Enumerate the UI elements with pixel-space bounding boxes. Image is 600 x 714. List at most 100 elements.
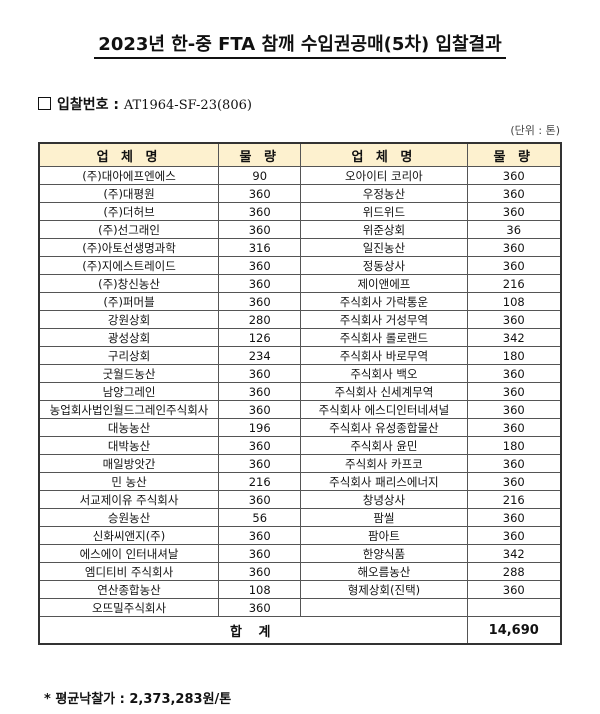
quantity-cell: 126 [218,328,302,347]
company-cell: 주식회사 거성무역 [300,310,468,329]
company-cell: 서교제이유 주식회사 [38,490,220,509]
table-row: (주)창신농산 360 제이앤에프 216 [38,274,562,293]
table-row: 광성상회 126 주식회사 롤로랜드 342 [38,328,562,347]
quantity-cell: 196 [218,418,302,437]
company-cell: 주식회사 롤로랜드 [300,328,468,347]
quantity-cell: 360 [466,526,562,545]
quantity-cell: 360 [218,382,302,401]
company-cell: 강원상회 [38,310,220,329]
company-cell: 에스에이 인터내셔날 [38,544,220,563]
company-cell: 광성상회 [38,328,220,347]
table-row: 매일방앗간 360 주식회사 카프코 360 [38,454,562,473]
company-cell: 창녕상사 [300,490,468,509]
company-cell: 주식회사 가락통운 [300,292,468,311]
table-row: (주)대평원 360 우정농산 360 [38,184,562,203]
table-row: 굿월드농산 360 주식회사 백오 360 [38,364,562,383]
table-row: (주)아토선생명과학 316 일진농산 360 [38,238,562,257]
company-cell: 굿월드농산 [38,364,220,383]
quantity-cell: 360 [218,526,302,545]
table-row: (주)지에스트레이드 360 정동상사 360 [38,256,562,275]
quantity-cell: 360 [218,220,302,239]
quantity-cell: 360 [218,562,302,581]
company-cell: 매일방앗간 [38,454,220,473]
table-row: 구리상회 234 주식회사 바로무역 180 [38,346,562,365]
company-cell: 제이앤에프 [300,274,468,293]
unit-label: (단위 : 톤) [510,124,560,137]
quantity-cell: 360 [466,238,562,257]
company-cell: (주)퍼머블 [38,292,220,311]
quantity-cell [466,598,562,617]
table-row: 엠디티비 주식회사 360 해오름농산 288 [38,562,562,581]
company-cell: (주)대아에프엔에스 [38,166,220,185]
company-cell: (주)선그래인 [38,220,220,239]
quantity-cell: 90 [218,166,302,185]
company-cell: 주식회사 카프코 [300,454,468,473]
company-cell: (주)창신농산 [38,274,220,293]
quantity-cell: 360 [466,166,562,185]
quantity-cell: 360 [466,580,562,599]
quantity-cell: 180 [466,346,562,365]
quantity-cell: 216 [466,490,562,509]
company-cell: 민 농산 [38,472,220,491]
company-cell: 주식회사 신세계무역 [300,382,468,401]
table-row: (주)퍼머블 360 주식회사 가락통운 108 [38,292,562,311]
quantity-cell: 316 [218,238,302,257]
company-cell: 대박농산 [38,436,220,455]
table-row: 대박농산 360 주식회사 윤민 180 [38,436,562,455]
table-row: 승원농산 56 팜씰 360 [38,508,562,527]
company-cell: (주)대평원 [38,184,220,203]
quantity-cell: 360 [466,400,562,419]
company-cell: 주식회사 백오 [300,364,468,383]
company-cell: 우정농산 [300,184,468,203]
quantity-cell: 360 [218,292,302,311]
quantity-cell: 360 [218,184,302,203]
quantity-cell: 360 [218,364,302,383]
company-cell: 대농농산 [38,418,220,437]
company-cell: 승원농산 [38,508,220,527]
quantity-cell: 360 [466,454,562,473]
company-cell: 농업회사법인월드그레인주식회사 [38,400,220,419]
quantity-cell: 216 [466,274,562,293]
quantity-cell: 360 [466,364,562,383]
table-row: 신화씨앤지(주) 360 팜아트 360 [38,526,562,545]
quantity-cell: 360 [218,256,302,275]
quantity-cell: 360 [466,184,562,203]
quantity-cell: 280 [218,310,302,329]
quantity-cell: 360 [218,436,302,455]
page-title: 2023년 한-중 FTA 참깨 수입권공매(5차) 입찰결과 [0,30,600,59]
column-header: 물 량 [466,142,562,167]
quantity-cell: 360 [466,418,562,437]
column-header: 업 체 명 [300,142,468,167]
quantity-cell: 342 [466,544,562,563]
table-row: 오뜨밀주식회사 360 [38,598,562,617]
company-cell: 구리상회 [38,346,220,365]
company-cell: 한양식품 [300,544,468,563]
table-row: 대농농산 196 주식회사 유성종합물산 360 [38,418,562,437]
company-cell: 일진농산 [300,238,468,257]
company-cell: 해오름농산 [300,562,468,581]
column-header: 물 량 [218,142,302,167]
quantity-cell: 360 [218,598,302,617]
quantity-cell: 360 [218,202,302,221]
quantity-cell: 360 [466,508,562,527]
quantity-cell: 360 [466,256,562,275]
table-row: 민 농산 216 주식회사 패리스에너지 360 [38,472,562,491]
quantity-cell: 36 [466,220,562,239]
company-cell: 오뜨밀주식회사 [38,598,220,617]
table-row: 연산종합농산 108 형제상회(진택) 360 [38,580,562,599]
quantity-cell: 360 [466,310,562,329]
quantity-cell: 180 [466,436,562,455]
quantity-cell: 108 [466,292,562,311]
quantity-cell: 234 [218,346,302,365]
table-row: 남양그레인 360 주식회사 신세계무역 360 [38,382,562,401]
average-price: * 평균낙찰가 : 2,373,283원/톤 [44,692,232,707]
table-row: 강원상회 280 주식회사 거성무역 360 [38,310,562,329]
table-row: 에스에이 인터내셔날 360 한양식품 342 [38,544,562,563]
quantity-cell: 360 [218,274,302,293]
company-cell: 팜아트 [300,526,468,545]
quantity-cell: 360 [218,454,302,473]
company-cell: (주)아토선생명과학 [38,238,220,257]
company-cell: 주식회사 윤민 [300,436,468,455]
company-cell: 남양그레인 [38,382,220,401]
